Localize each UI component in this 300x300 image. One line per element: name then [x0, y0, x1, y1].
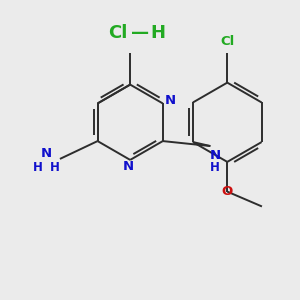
Text: Cl: Cl	[109, 24, 128, 42]
Text: H: H	[210, 161, 220, 174]
Text: —: —	[131, 24, 149, 42]
Text: O: O	[222, 185, 233, 198]
Text: H: H	[50, 161, 60, 174]
Text: N: N	[210, 149, 221, 162]
Text: H: H	[33, 161, 43, 174]
Text: N: N	[123, 160, 134, 173]
Text: Cl: Cl	[220, 34, 234, 47]
Text: N: N	[165, 94, 176, 107]
Text: H: H	[150, 24, 165, 42]
Text: N: N	[40, 148, 52, 160]
